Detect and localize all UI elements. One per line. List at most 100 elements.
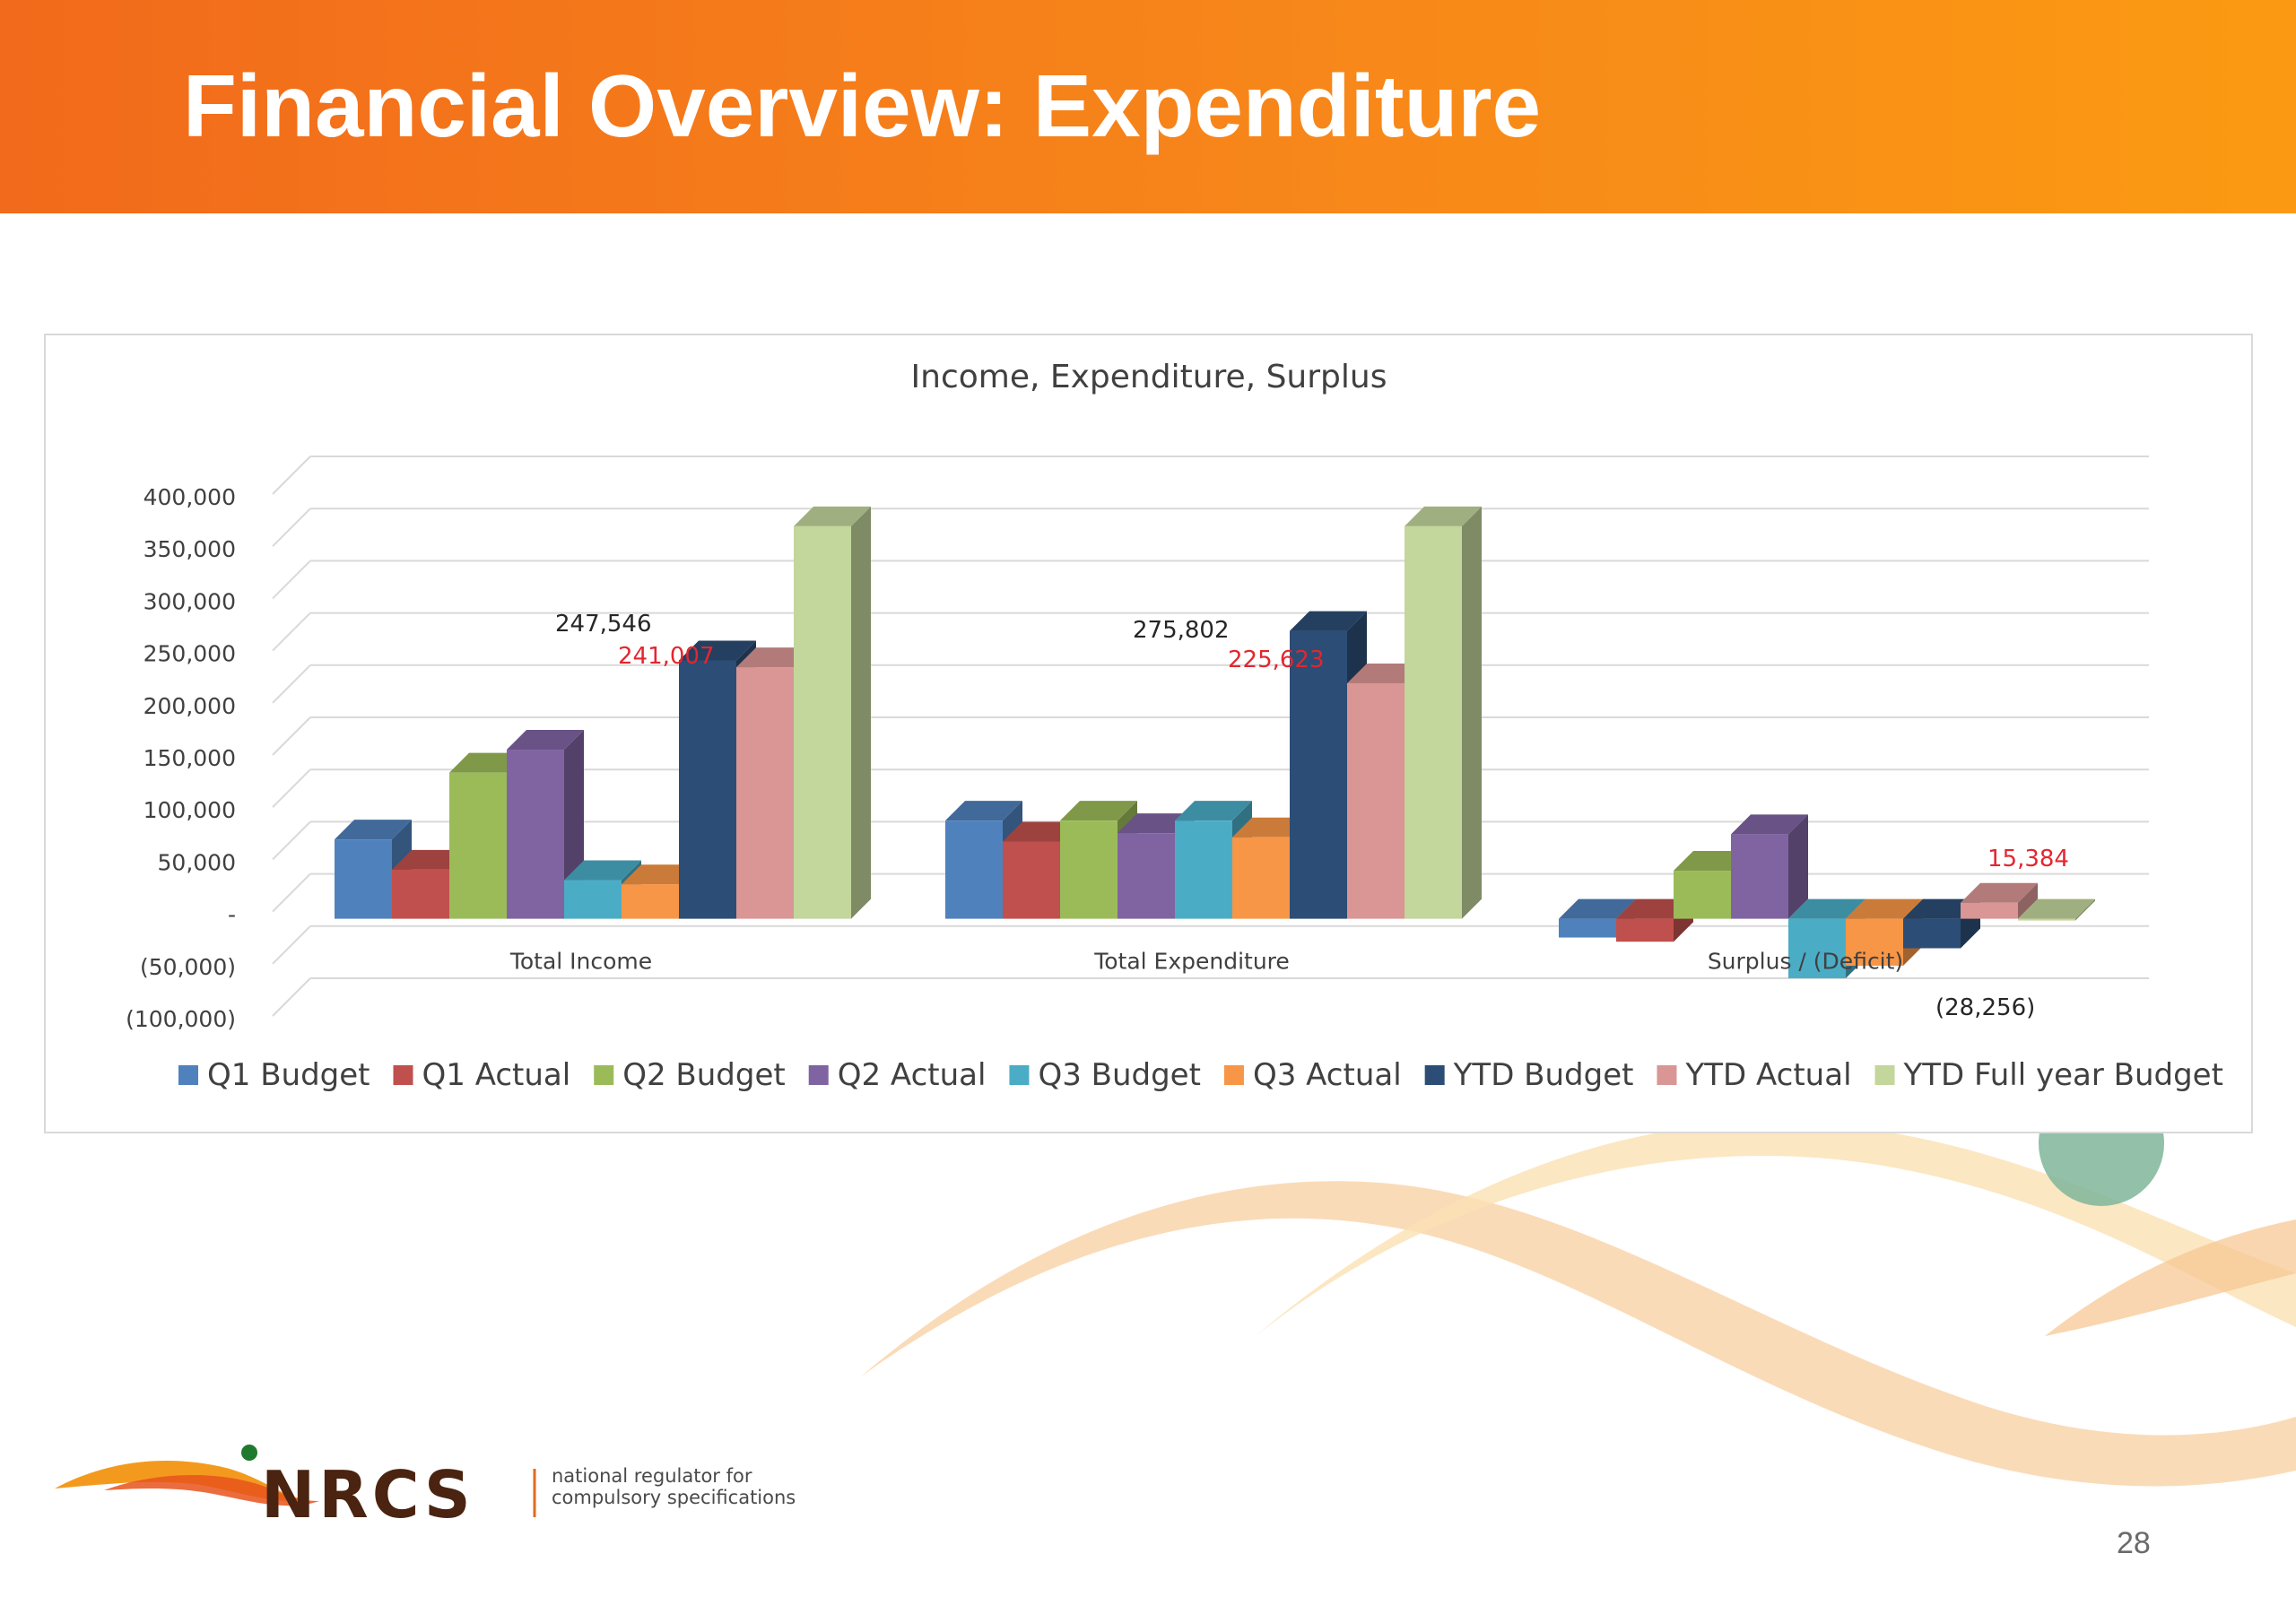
- legend-label: Q1 Actual: [422, 1057, 571, 1093]
- gridline-depth: [272, 456, 311, 495]
- bar: [335, 839, 392, 919]
- legend-label: Q2 Budget: [622, 1057, 786, 1093]
- bar: [945, 820, 1003, 919]
- bar: [794, 525, 851, 919]
- legend-label: Q2 Actual: [838, 1057, 987, 1093]
- bar-side: [1462, 506, 1482, 919]
- bar-top: [945, 801, 1022, 821]
- bar: [1788, 918, 1846, 978]
- x-category-label: Total Expenditure: [1093, 949, 1290, 975]
- bar: [1118, 833, 1175, 919]
- y-tick-label: (50,000): [140, 954, 236, 980]
- bar-top: [335, 820, 412, 840]
- bar-top: [2018, 898, 2095, 919]
- bar: [1674, 871, 1731, 919]
- legend-label: YTD Budget: [1453, 1057, 1634, 1093]
- bar-top: [1731, 814, 1808, 835]
- bar: [1060, 820, 1118, 919]
- gridline-depth: [272, 560, 311, 600]
- data-label: 275,802: [1133, 617, 1230, 644]
- bar-side: [2075, 898, 2095, 921]
- legend-label: Q1 Budget: [207, 1057, 370, 1093]
- data-label: 225,623: [1228, 647, 1325, 673]
- legend-swatch: [594, 1065, 614, 1085]
- gridline-depth: [272, 508, 311, 547]
- bar-top: [1846, 898, 1923, 919]
- data-label: 247,546: [555, 611, 652, 638]
- legend-swatch: [178, 1065, 198, 1085]
- y-tick-label: -: [228, 902, 236, 928]
- y-tick-label: (100,000): [126, 1006, 236, 1032]
- legend-label: YTD Actual: [1684, 1057, 1851, 1093]
- bar: [1290, 630, 1347, 919]
- title-banner: Financial Overview: Expenditure: [0, 0, 2296, 213]
- nrcs-logo: NRCS: [55, 1445, 536, 1532]
- legend-swatch: [393, 1065, 413, 1085]
- gridline-depth: [272, 716, 311, 756]
- bar: [736, 667, 794, 919]
- bar: [564, 880, 622, 919]
- legend-swatch: [808, 1065, 829, 1085]
- bar: [1232, 837, 1290, 919]
- y-tick-label: 100,000: [144, 797, 236, 823]
- bar-side: [2018, 882, 2038, 919]
- gridline-depth: [272, 872, 311, 913]
- page-number: 28: [2117, 1526, 2151, 1560]
- gridline-depth: [272, 664, 311, 704]
- bar-top: [1788, 898, 1866, 919]
- legend-label: Q3 Actual: [1253, 1057, 1402, 1093]
- bar: [1961, 902, 2018, 919]
- legend-swatch: [1009, 1065, 1030, 1085]
- gridline-depth: [272, 925, 311, 965]
- bar: [679, 660, 736, 919]
- logo-tagline-line1: national regulator for: [552, 1465, 752, 1487]
- y-tick-label: 300,000: [144, 588, 236, 614]
- gridline-depth: [272, 977, 311, 1017]
- bar: [1559, 918, 1616, 938]
- legend-swatch: [1424, 1065, 1445, 1085]
- bar: [1175, 820, 1232, 919]
- data-label: 241,007: [618, 643, 715, 670]
- bar-top: [1060, 801, 1137, 821]
- logo-tagline: national regulator for compulsory specif…: [552, 1465, 796, 1508]
- logo-tagline-line2: compulsory specifications: [552, 1487, 796, 1508]
- y-tick-label: 200,000: [144, 693, 236, 719]
- y-tick-label: 250,000: [144, 641, 236, 667]
- bar: [1616, 918, 1674, 942]
- legend-swatch: [1223, 1065, 1244, 1085]
- data-label: 15,384: [1987, 846, 2069, 872]
- legend-label: Q3 Budget: [1038, 1057, 1201, 1093]
- bar-top: [507, 730, 584, 751]
- bar-top: [1559, 898, 1636, 919]
- bar: [392, 869, 449, 919]
- gridline-depth: [272, 768, 311, 808]
- bar-top: [564, 860, 641, 881]
- bar-top: [679, 640, 756, 661]
- bar-top: [794, 506, 871, 526]
- bar-top: [1290, 611, 1367, 631]
- bar: [1846, 918, 1903, 966]
- x-category-label: Surplus / (Deficit): [1708, 949, 1903, 975]
- y-tick-label: 400,000: [144, 484, 236, 510]
- bar-top: [1961, 882, 2038, 903]
- y-tick-label: 150,000: [144, 745, 236, 771]
- bar-top: [1405, 506, 1482, 526]
- bar: [1903, 918, 1961, 949]
- chart-title: Income, Expenditure, Surplus: [911, 359, 1387, 395]
- y-tick-label: 50,000: [158, 849, 236, 875]
- legend-label: YTD Full year Budget: [1903, 1057, 2223, 1093]
- legend-swatch: [1657, 1065, 1677, 1085]
- logo-wordmark: NRCS: [261, 1457, 474, 1532]
- bar: [622, 884, 679, 919]
- bar: [1405, 525, 1462, 919]
- slide-title: Financial Overview: Expenditure: [183, 56, 1542, 155]
- bar: [507, 750, 564, 919]
- bar-side: [1788, 814, 1808, 919]
- chart-panel: Income, Expenditure, Surplus 400,000 350,0…: [44, 334, 2253, 1133]
- y-tick-label: 350,000: [144, 536, 236, 562]
- bar: [1003, 841, 1060, 919]
- data-label: (28,256): [1935, 994, 2035, 1021]
- legend-swatch: [1874, 1065, 1895, 1085]
- x-category-label: Total Income: [509, 949, 652, 975]
- gridline-depth: [272, 820, 311, 861]
